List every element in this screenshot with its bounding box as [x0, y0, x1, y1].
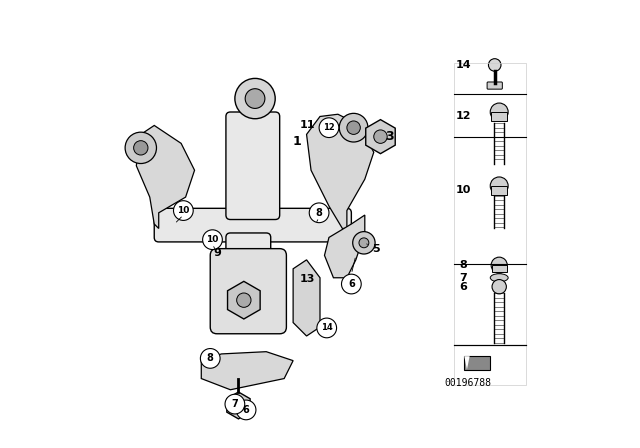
- Polygon shape: [307, 114, 374, 228]
- Circle shape: [235, 78, 275, 119]
- Circle shape: [309, 203, 329, 223]
- Circle shape: [245, 89, 265, 108]
- Circle shape: [173, 201, 193, 220]
- Text: 9: 9: [213, 248, 221, 258]
- Text: 6: 6: [348, 279, 355, 289]
- Text: 1: 1: [292, 134, 301, 148]
- Text: 5: 5: [372, 244, 380, 254]
- Circle shape: [491, 257, 508, 273]
- Circle shape: [203, 230, 222, 250]
- Polygon shape: [227, 392, 250, 419]
- Text: 10: 10: [456, 185, 471, 195]
- Circle shape: [342, 274, 361, 294]
- Polygon shape: [464, 356, 470, 370]
- Circle shape: [233, 400, 244, 411]
- Circle shape: [225, 394, 244, 414]
- Circle shape: [125, 132, 157, 164]
- Ellipse shape: [490, 274, 508, 282]
- Text: 14: 14: [456, 60, 471, 70]
- FancyBboxPatch shape: [154, 208, 351, 242]
- FancyBboxPatch shape: [226, 233, 271, 318]
- Text: 12: 12: [323, 123, 335, 132]
- Circle shape: [353, 232, 375, 254]
- Circle shape: [237, 293, 251, 307]
- Bar: [491, 186, 508, 195]
- Text: 7: 7: [232, 399, 238, 409]
- Text: 3: 3: [385, 130, 394, 143]
- Text: 8: 8: [460, 260, 467, 270]
- Circle shape: [317, 318, 337, 338]
- Text: 8: 8: [207, 353, 214, 363]
- Bar: [492, 265, 507, 272]
- Text: 00196788: 00196788: [444, 378, 492, 388]
- Circle shape: [134, 141, 148, 155]
- Circle shape: [488, 59, 501, 71]
- FancyBboxPatch shape: [487, 82, 502, 89]
- Text: 13: 13: [300, 274, 315, 284]
- Circle shape: [490, 103, 508, 121]
- FancyBboxPatch shape: [464, 356, 490, 370]
- FancyBboxPatch shape: [226, 112, 280, 220]
- Bar: [491, 112, 508, 121]
- FancyBboxPatch shape: [210, 249, 287, 334]
- Text: 10: 10: [177, 206, 189, 215]
- Bar: [454, 63, 526, 385]
- Circle shape: [347, 121, 360, 134]
- Text: 6: 6: [460, 282, 467, 292]
- Circle shape: [374, 130, 387, 143]
- Text: 8: 8: [316, 208, 323, 218]
- Circle shape: [236, 400, 256, 420]
- Circle shape: [339, 113, 368, 142]
- Circle shape: [319, 118, 339, 138]
- Polygon shape: [324, 215, 365, 278]
- Text: 6: 6: [243, 405, 250, 415]
- Circle shape: [492, 280, 506, 294]
- Polygon shape: [228, 281, 260, 319]
- Polygon shape: [136, 125, 195, 228]
- Text: 10: 10: [206, 235, 219, 244]
- Circle shape: [359, 238, 369, 248]
- Polygon shape: [202, 352, 293, 390]
- Text: 14: 14: [321, 323, 333, 332]
- Text: 12: 12: [456, 112, 471, 121]
- Text: 7: 7: [460, 273, 467, 283]
- Circle shape: [490, 177, 508, 195]
- Text: 11: 11: [300, 121, 316, 130]
- Polygon shape: [293, 260, 320, 336]
- Polygon shape: [365, 120, 396, 154]
- Circle shape: [200, 349, 220, 368]
